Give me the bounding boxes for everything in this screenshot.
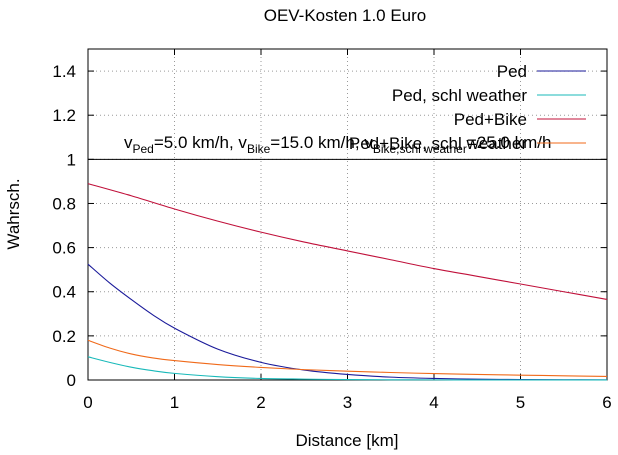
legend-label-3: Ped+Bike, schl weather <box>349 134 527 153</box>
x-tick-label: 4 <box>429 393 438 412</box>
grid <box>88 49 607 380</box>
legend: Ped Ped, schl weather Ped+Bike Ped+Bike, sc… <box>349 62 586 153</box>
y-tick-label: 0 <box>67 371 76 390</box>
annotation-ped-sub: Ped <box>133 142 154 156</box>
annotation-v-ped: v <box>124 133 133 152</box>
y-tick-label: 0.6 <box>52 239 76 258</box>
y-tick-label: 0.2 <box>52 327 76 346</box>
y-tick-label: 0.4 <box>52 283 76 302</box>
series-lines <box>87 183 608 381</box>
x-tick-label: 0 <box>83 393 92 412</box>
x-tick-label: 2 <box>256 393 265 412</box>
y-tick-label: 1.4 <box>52 62 76 81</box>
annotation-bike-sub: Bike <box>247 142 271 156</box>
annotation-ped-value: =5.0 km/h, v <box>154 133 248 152</box>
legend-label-0: Ped <box>497 62 527 81</box>
y-tick-label: 1.2 <box>52 106 76 125</box>
x-axis-label: Distance [km] <box>296 431 399 450</box>
chart-title: OEV-Kosten 1.0 Euro <box>264 6 427 25</box>
annotation-bike2-sub: Bike,schl weather <box>373 142 467 156</box>
y-axis-label: Wahrsch. <box>4 178 23 249</box>
series-line-2 <box>87 183 608 301</box>
x-tick-label: 1 <box>170 393 179 412</box>
y-tick-label: 1 <box>67 150 76 169</box>
series-line-3 <box>87 339 608 378</box>
y-tick-label: 0.8 <box>52 194 76 213</box>
x-tick-label: 5 <box>516 393 525 412</box>
speed-annotation: vPed=5.0 km/h, vBike=15.0 km/h, vBike,sc… <box>124 133 551 156</box>
legend-label-1: Ped, schl weather <box>392 86 527 105</box>
x-tick-label: 3 <box>343 393 352 412</box>
legend-label-2: Ped+Bike <box>454 110 527 129</box>
x-tick-label: 6 <box>602 393 611 412</box>
annotation-bike2-value: =25.0 km/h <box>467 133 552 152</box>
series-line-1 <box>87 356 607 381</box>
annotation-bike-value: =15.0 km/h, v <box>270 133 373 152</box>
